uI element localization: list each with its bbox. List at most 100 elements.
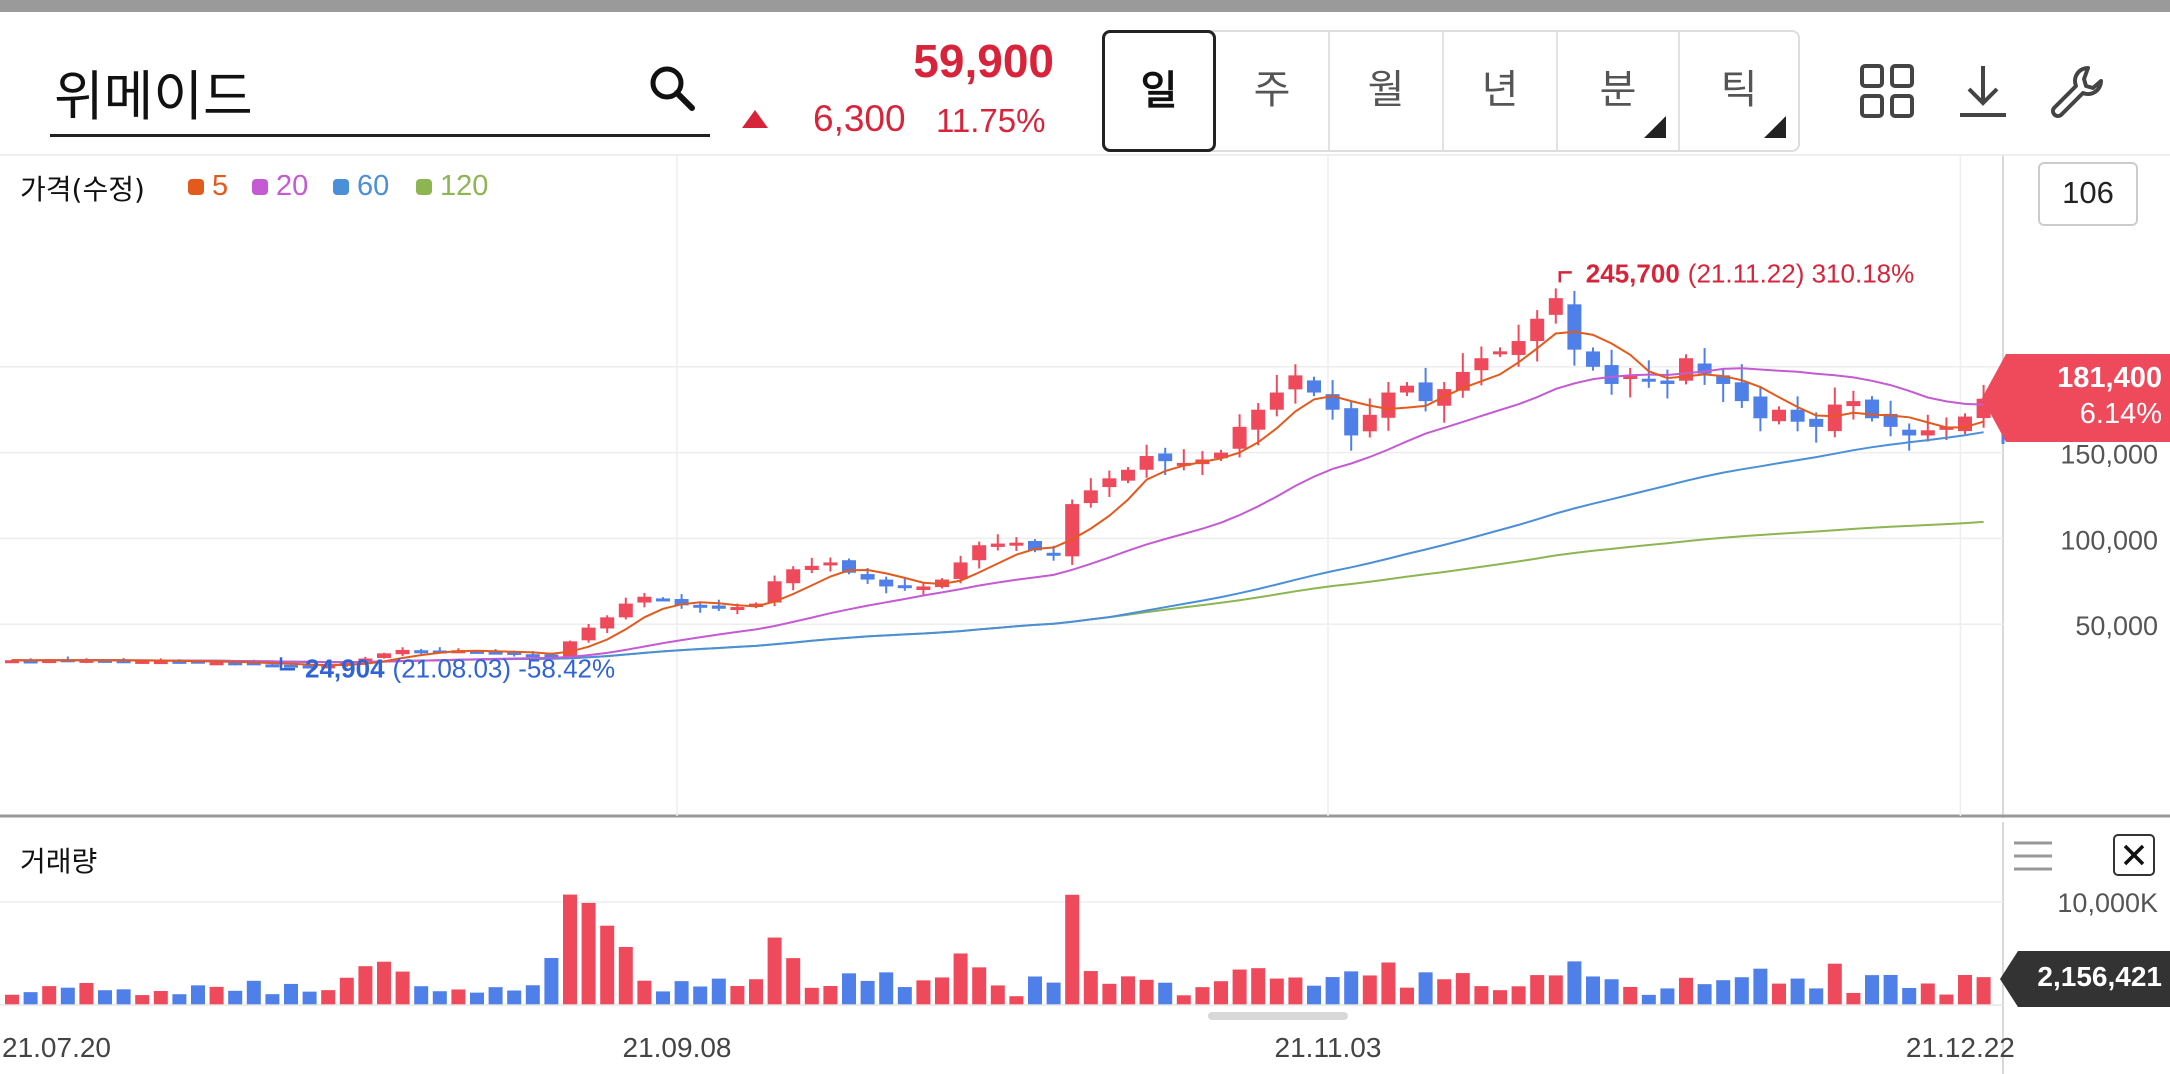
volume-bar (1604, 979, 1619, 1005)
high-price: 245,700 (1586, 258, 1680, 288)
volume-bar (618, 946, 633, 1005)
period-minute-label: 분 (1599, 67, 1637, 113)
period-week-button[interactable]: 주 (1216, 32, 1330, 150)
download-icon[interactable] (1954, 62, 2012, 120)
volume-title: 거래량 (20, 845, 98, 878)
close-volume-button[interactable] (2113, 834, 2155, 876)
volume-bar (1418, 972, 1433, 1005)
candle-body (1511, 341, 1526, 355)
volume-bar (1344, 971, 1359, 1005)
volume-bar (1679, 977, 1693, 1005)
candle-body (228, 662, 243, 666)
ma20-line (11, 367, 1984, 664)
up-triangle-icon (742, 110, 768, 128)
candle-body (1009, 542, 1024, 546)
volume-bar (1288, 977, 1303, 1005)
ma5-line (11, 330, 1984, 667)
period-year-button[interactable]: 년 (1444, 32, 1558, 150)
candle-body (1604, 365, 1619, 384)
volume-bar (1883, 974, 1898, 1005)
high-annotation: 245,700 (21.11.22) 310.18% (1586, 258, 1914, 288)
volume-bar (1139, 979, 1154, 1005)
legend-ma20[interactable]: 20 (252, 170, 308, 203)
period-tick-button[interactable]: 틱 (1680, 32, 1798, 150)
volume-bar (749, 979, 763, 1005)
price-change-value: 6,300 (813, 98, 906, 139)
current-price-tag-value: 181,400 (2057, 362, 2162, 394)
x-tick-label: 21.11.03 (1275, 1032, 1382, 1063)
price-chart[interactable]: 50,000100,000150,000200,000245,700(21.11… (0, 156, 2170, 818)
current-price: 59,900 (913, 35, 1054, 87)
volume-bar (60, 987, 75, 1005)
candle-body (1623, 375, 1638, 380)
volume-bar (1028, 976, 1042, 1005)
candle-body (414, 650, 429, 654)
volume-bar (1474, 986, 1489, 1005)
candle-body (1772, 409, 1786, 422)
candle-body (79, 659, 94, 663)
volume-bar (153, 991, 168, 1005)
volume-bar (1809, 988, 1824, 1005)
period-year-label: 년 (1481, 67, 1519, 113)
volume-bar (116, 989, 131, 1005)
volume-bar (339, 977, 354, 1005)
volume-bar (1455, 973, 1470, 1005)
candle-body (1028, 541, 1042, 551)
candle-body (470, 650, 484, 654)
volume-bar (1102, 983, 1117, 1005)
volume-bar (1753, 968, 1768, 1005)
candle-body (1753, 396, 1768, 419)
menu-lines-icon[interactable] (2012, 838, 2054, 874)
volume-bar (1307, 985, 1321, 1005)
volume-chart[interactable]: 10,000K 21.07.20 21.09.08 21.11.03 21.12.22 (0, 822, 2170, 1074)
legend-ma60[interactable]: 60 (333, 170, 389, 203)
candle-count-box[interactable]: 106 (2038, 162, 2138, 226)
legend-ma5[interactable]: 5 (188, 170, 228, 203)
legend-dot (416, 179, 432, 196)
candle-body (1083, 490, 1098, 504)
candle-body (600, 617, 615, 629)
candle-body (377, 653, 391, 659)
volume-bar (674, 981, 689, 1005)
volume-bar (860, 980, 875, 1005)
volume-bar (135, 995, 150, 1005)
period-day-button[interactable]: 일 (1102, 30, 1216, 152)
candle-body (1734, 382, 1749, 402)
volume-bar (1586, 976, 1600, 1005)
y-tick-label: 100,000 (2060, 525, 2158, 555)
volume-bar (42, 986, 57, 1005)
tag-arrow (1982, 354, 2006, 442)
period-minute-button[interactable]: 분 (1558, 32, 1680, 150)
stock-search-field[interactable]: 위메이드 (50, 42, 710, 137)
period-selector: 일 주 월 년 분 틱 (1102, 30, 1800, 152)
candle-body (1102, 478, 1117, 488)
volume-bar (525, 985, 540, 1005)
volume-bar (1362, 975, 1377, 1005)
volume-bar (321, 990, 336, 1005)
close-icon (2123, 844, 2145, 866)
candle-body (525, 654, 540, 658)
chart-scroll-handle[interactable] (1208, 1012, 1348, 1020)
x-tick-label: 21.09.08 (623, 1032, 732, 1063)
candle-body (1697, 363, 1712, 374)
candle-body (916, 586, 931, 590)
candle-body (1660, 380, 1675, 384)
y-tick-label: 50,000 (2075, 611, 2158, 641)
volume-bar (1716, 980, 1731, 1005)
candle-body (507, 651, 522, 655)
price-change-row: 6,300 11.75% (738, 94, 1054, 144)
grid-layout-icon[interactable] (1858, 62, 1916, 120)
candle-body (1046, 552, 1061, 556)
candle-body (786, 569, 801, 584)
wrench-settings-icon[interactable] (2048, 62, 2106, 120)
period-month-button[interactable]: 월 (1330, 32, 1444, 150)
candle-body (153, 661, 168, 665)
legend-ma120[interactable]: 120 (416, 170, 488, 203)
legend-dot (333, 179, 349, 196)
candle-body (1158, 453, 1173, 462)
candle-body (284, 664, 298, 668)
volume-bar (730, 986, 745, 1005)
search-icon[interactable] (644, 60, 700, 116)
price-legend-title: 가격(수정) (20, 173, 145, 206)
volume-bar (953, 953, 968, 1005)
